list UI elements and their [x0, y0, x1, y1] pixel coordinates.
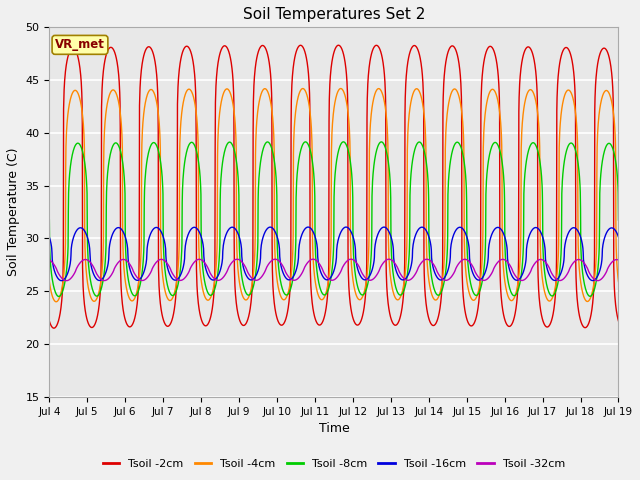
Tsoil -4cm — [565, 87, 573, 93]
Tsoil -4cm — [45, 279, 53, 285]
Tsoil -16cm — [45, 234, 53, 240]
Tsoil -16cm — [364, 276, 371, 282]
Tsoil -8cm — [339, 139, 347, 145]
Tsoil -16cm — [614, 234, 622, 240]
Tsoil -16cm — [342, 224, 350, 230]
Tsoil -32cm — [500, 257, 508, 263]
Tsoil -32cm — [45, 257, 53, 263]
Tsoil -2cm — [500, 313, 508, 319]
Tsoil -4cm — [204, 297, 212, 303]
Tsoil -2cm — [580, 324, 588, 330]
Tsoil -2cm — [45, 318, 53, 324]
Tsoil -2cm — [614, 318, 622, 324]
Tsoil -8cm — [55, 294, 63, 300]
Tsoil -32cm — [204, 266, 212, 272]
Tsoil -32cm — [614, 257, 622, 263]
Tsoil -4cm — [52, 299, 60, 305]
Tsoil -32cm — [364, 276, 371, 282]
Tsoil -32cm — [580, 261, 588, 266]
Tsoil -32cm — [351, 258, 358, 264]
Tsoil -16cm — [580, 264, 588, 269]
Tsoil -16cm — [204, 273, 212, 278]
Tsoil -4cm — [351, 288, 358, 293]
Tsoil -2cm — [351, 320, 358, 326]
Tsoil -4cm — [500, 270, 508, 276]
Line: Tsoil -32cm: Tsoil -32cm — [49, 259, 618, 281]
Legend: Tsoil -2cm, Tsoil -4cm, Tsoil -8cm, Tsoil -16cm, Tsoil -32cm: Tsoil -2cm, Tsoil -4cm, Tsoil -8cm, Tsoi… — [99, 454, 570, 473]
Tsoil -16cm — [500, 231, 508, 237]
Text: VR_met: VR_met — [55, 38, 105, 51]
Line: Tsoil -16cm: Tsoil -16cm — [49, 227, 618, 281]
Tsoil -16cm — [58, 278, 65, 284]
Tsoil -2cm — [50, 325, 58, 331]
Tsoil -16cm — [565, 229, 573, 235]
Tsoil -8cm — [204, 290, 212, 296]
X-axis label: Time: Time — [319, 422, 349, 435]
Tsoil -8cm — [364, 283, 371, 289]
Tsoil -2cm — [204, 321, 212, 326]
Tsoil -8cm — [580, 282, 588, 288]
Y-axis label: Soil Temperature (C): Soil Temperature (C) — [7, 148, 20, 276]
Tsoil -2cm — [565, 47, 573, 52]
Tsoil -32cm — [347, 256, 355, 262]
Line: Tsoil -2cm: Tsoil -2cm — [49, 45, 618, 328]
Tsoil -8cm — [351, 268, 358, 274]
Tsoil -8cm — [500, 177, 508, 182]
Line: Tsoil -4cm: Tsoil -4cm — [49, 88, 618, 302]
Tsoil -8cm — [45, 217, 53, 223]
Tsoil -2cm — [364, 96, 371, 102]
Tsoil -4cm — [364, 270, 371, 276]
Tsoil -8cm — [614, 217, 622, 223]
Line: Tsoil -8cm: Tsoil -8cm — [49, 142, 618, 297]
Tsoil -4cm — [337, 85, 344, 91]
Tsoil -32cm — [565, 268, 573, 274]
Tsoil -2cm — [335, 42, 342, 48]
Title: Soil Temperatures Set 2: Soil Temperatures Set 2 — [243, 7, 425, 22]
Tsoil -4cm — [580, 296, 588, 301]
Tsoil -16cm — [351, 242, 358, 248]
Tsoil -8cm — [565, 142, 573, 148]
Tsoil -4cm — [614, 279, 622, 285]
Tsoil -32cm — [63, 278, 70, 284]
